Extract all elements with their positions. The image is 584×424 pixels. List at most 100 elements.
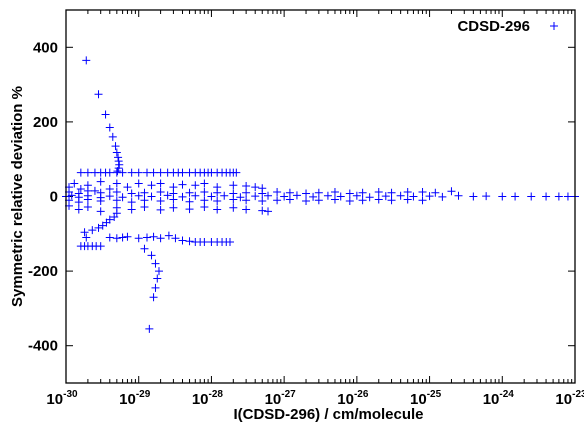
data-point — [74, 205, 83, 214]
data-point — [88, 226, 97, 235]
data-point — [145, 324, 154, 333]
data-point — [178, 180, 187, 189]
data-point — [191, 181, 200, 190]
data-point — [147, 192, 156, 201]
data-point — [220, 191, 229, 200]
data-point — [314, 196, 323, 205]
x-tick-exponent: -27 — [281, 389, 296, 400]
data-point — [96, 196, 105, 205]
data-point — [90, 186, 99, 195]
data-point — [140, 196, 149, 205]
data-point — [229, 181, 238, 190]
data-point — [352, 191, 361, 200]
data-point — [345, 196, 354, 205]
x-tick-label: 10-28 — [192, 389, 224, 408]
data-point — [258, 196, 267, 205]
data-point — [425, 192, 434, 201]
x-tick-base: 10 — [337, 391, 354, 408]
data-point — [207, 192, 216, 201]
data-point — [178, 168, 187, 177]
x-tick-base: 10 — [119, 391, 136, 408]
data-point — [151, 283, 160, 292]
x-tick-label: 10-24 — [483, 389, 515, 408]
data-point — [123, 232, 132, 241]
data-point — [140, 188, 149, 197]
data-point — [134, 234, 143, 243]
x-tick-exponent: -30 — [63, 389, 78, 400]
data-point — [112, 179, 121, 188]
data-point — [242, 205, 251, 214]
data-point — [105, 123, 114, 132]
data-point — [387, 188, 396, 197]
data-point — [178, 192, 187, 201]
data-point — [118, 193, 127, 202]
data-point — [94, 223, 103, 232]
data-point — [236, 193, 245, 202]
data-point — [185, 197, 194, 206]
data-point — [438, 192, 447, 201]
data-point — [258, 189, 267, 198]
data-point — [330, 195, 339, 204]
y-tick-label: 200 — [33, 114, 58, 131]
data-point — [134, 168, 143, 177]
data-point — [191, 191, 200, 200]
x-tick-label: 10-30 — [46, 389, 78, 408]
data-point — [527, 192, 536, 201]
data-point — [94, 90, 103, 99]
data-point — [118, 168, 127, 177]
data-point — [302, 189, 311, 198]
legend-label: CDSD-296 — [457, 18, 530, 35]
data-point — [242, 188, 251, 197]
x-tick-base: 10 — [483, 391, 500, 408]
x-tick-exponent: -29 — [136, 389, 151, 400]
data-point — [83, 202, 92, 211]
data-point — [409, 192, 418, 201]
data-point — [365, 193, 374, 202]
data-point — [96, 177, 105, 186]
data-point — [96, 242, 105, 251]
data-point — [112, 196, 121, 205]
data-point — [163, 191, 172, 200]
data-point — [264, 207, 273, 216]
data-point — [151, 259, 160, 268]
data-point — [67, 191, 76, 200]
data-point — [374, 188, 383, 197]
data-point — [134, 191, 143, 200]
data-point — [323, 191, 332, 200]
data-point — [314, 188, 323, 197]
data-point — [511, 192, 520, 201]
data-point — [156, 168, 165, 177]
x-tick-label: 10-29 — [119, 389, 151, 408]
data-point — [83, 168, 92, 177]
data-point — [140, 202, 149, 211]
data-point — [127, 205, 136, 214]
data-point — [156, 205, 165, 214]
data-point — [345, 189, 354, 198]
data-point — [153, 274, 162, 283]
data-point — [242, 196, 251, 205]
y-tick-label: -200 — [28, 263, 58, 280]
data-point — [108, 132, 117, 141]
data-point — [115, 160, 124, 169]
data-point — [358, 196, 367, 205]
data-point — [143, 233, 151, 242]
y-tick-label: 0 — [50, 189, 58, 206]
data-point — [156, 234, 165, 243]
data-point — [169, 203, 178, 212]
data-point — [169, 195, 178, 204]
legend-plus-marker — [550, 22, 558, 30]
data-point — [273, 188, 282, 197]
data-point — [112, 148, 121, 157]
y-axis-label: Symmetric relative deviation % — [9, 86, 26, 307]
data-point — [563, 192, 572, 201]
data-point — [134, 179, 143, 188]
data-point — [178, 236, 187, 245]
data-point — [156, 196, 165, 205]
data-point — [200, 202, 209, 211]
data-point — [200, 238, 209, 247]
data-point — [309, 192, 318, 201]
data-point — [213, 196, 222, 205]
data-point — [76, 185, 85, 194]
legend-marker-plus — [550, 22, 558, 30]
data-point — [498, 192, 507, 201]
